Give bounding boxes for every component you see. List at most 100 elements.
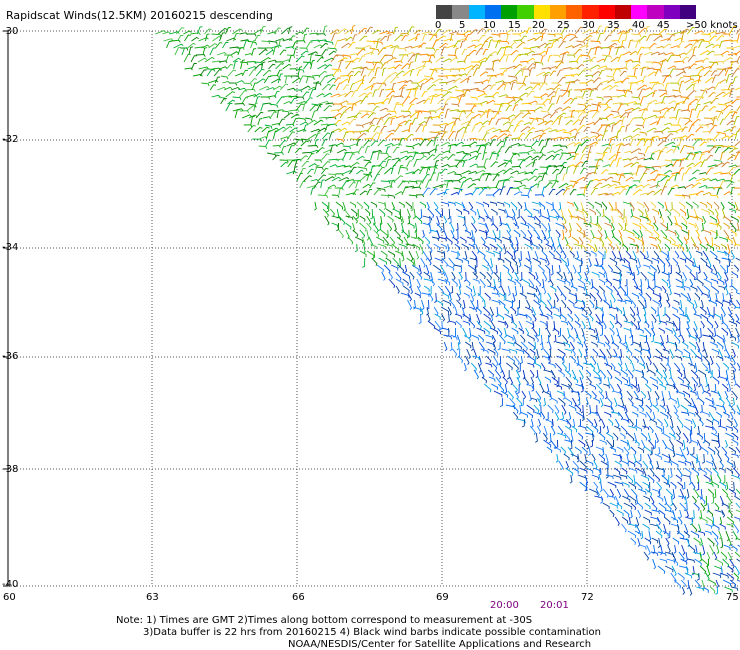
wind-barb	[709, 229, 719, 236]
wind-barb	[535, 271, 539, 281]
wind-barb	[196, 26, 203, 35]
wind-barb	[527, 127, 536, 133]
wind-barb	[709, 61, 718, 70]
wind-barb	[432, 124, 442, 128]
wind-barb	[504, 159, 513, 168]
wind-barb	[716, 222, 722, 230]
wind-barb	[492, 222, 499, 232]
wind-barb	[322, 208, 329, 218]
wind-barb	[727, 257, 731, 268]
wind-barb	[667, 174, 676, 182]
wind-barb	[709, 194, 719, 199]
wind-barb	[540, 411, 546, 420]
wind-barb	[615, 46, 621, 56]
wind-barb	[732, 397, 735, 407]
wind-barb	[439, 183, 447, 189]
wind-barb	[432, 264, 441, 273]
wind-barb	[349, 201, 356, 208]
wind-barb	[692, 82, 697, 91]
wind-barb	[719, 118, 726, 126]
wind-barb	[713, 144, 724, 148]
wind-barb	[509, 397, 516, 407]
wind-barb	[340, 75, 350, 78]
wind-barb	[709, 222, 719, 228]
wind-barb	[555, 250, 562, 259]
wind-barb	[475, 306, 482, 315]
wind-barb	[676, 285, 686, 291]
wind-barb	[470, 150, 479, 154]
wind-barb	[598, 103, 609, 107]
wind-barb	[418, 78, 428, 84]
wind-barb	[635, 184, 644, 189]
wind-barb	[489, 201, 498, 206]
wind-barb	[276, 69, 283, 77]
wind-barb	[578, 236, 584, 246]
wind-barb	[422, 229, 425, 238]
wind-barb	[576, 453, 580, 463]
wind-barb	[677, 41, 685, 49]
wind-barb	[644, 138, 655, 142]
wind-barb	[476, 138, 487, 143]
wind-barb	[680, 109, 691, 113]
wind-barb	[369, 164, 376, 175]
wind-barb	[538, 201, 546, 210]
wind-barb	[591, 341, 598, 348]
wind-barb	[639, 222, 647, 232]
wind-barb	[587, 141, 598, 147]
wind-barb	[452, 236, 459, 245]
wind-barb	[577, 70, 586, 77]
wind-barb	[729, 88, 735, 98]
wind-barb	[402, 96, 411, 105]
wind-barb	[634, 348, 642, 356]
wind-barb	[446, 180, 451, 189]
wind-barb	[721, 327, 729, 336]
wind-barb	[653, 222, 659, 231]
wind-barb	[664, 159, 673, 164]
wind-barb	[484, 28, 492, 35]
wind-barb	[725, 530, 730, 542]
wind-barb	[736, 558, 740, 562]
wind-barb	[316, 93, 325, 98]
wind-barb	[644, 327, 652, 337]
wind-barb	[527, 334, 535, 342]
wind-barb	[685, 243, 689, 253]
wind-barb	[613, 348, 618, 358]
wind-barb	[659, 92, 668, 98]
wind-barb	[402, 285, 410, 293]
wind-barb	[359, 190, 368, 196]
wind-barb	[391, 82, 397, 91]
wind-barb	[265, 139, 272, 147]
wind-barb	[510, 49, 519, 56]
wind-barb	[652, 383, 659, 390]
wind-barb	[512, 404, 519, 414]
wind-barb	[676, 77, 684, 84]
wind-barb	[225, 91, 236, 98]
wind-barb	[628, 117, 636, 126]
wind-barb	[342, 131, 349, 140]
wind-barb	[505, 105, 512, 112]
wind-barb	[649, 446, 653, 456]
wind-barb	[456, 33, 466, 38]
wind-barb	[642, 376, 649, 384]
wind-barb	[478, 250, 486, 258]
wind-barb	[166, 40, 172, 49]
wind-barb	[440, 306, 450, 314]
wind-barb	[540, 55, 546, 63]
wind-barb	[578, 439, 586, 448]
wind-barb	[479, 100, 489, 105]
wind-barb	[447, 201, 456, 206]
wind-barb	[544, 165, 552, 175]
wind-barb	[554, 292, 559, 302]
wind-barb	[623, 327, 632, 333]
wind-barb	[421, 110, 432, 115]
wind-barb	[714, 229, 718, 240]
wind-barb	[455, 229, 459, 241]
wind-barb	[681, 194, 691, 199]
wind-barb	[727, 502, 731, 513]
wind-barb	[618, 341, 628, 350]
wind-barb	[498, 208, 506, 214]
wind-barb	[524, 171, 534, 175]
wind-barb	[438, 236, 447, 242]
wind-barb	[713, 551, 718, 561]
wind-barb	[516, 397, 523, 407]
